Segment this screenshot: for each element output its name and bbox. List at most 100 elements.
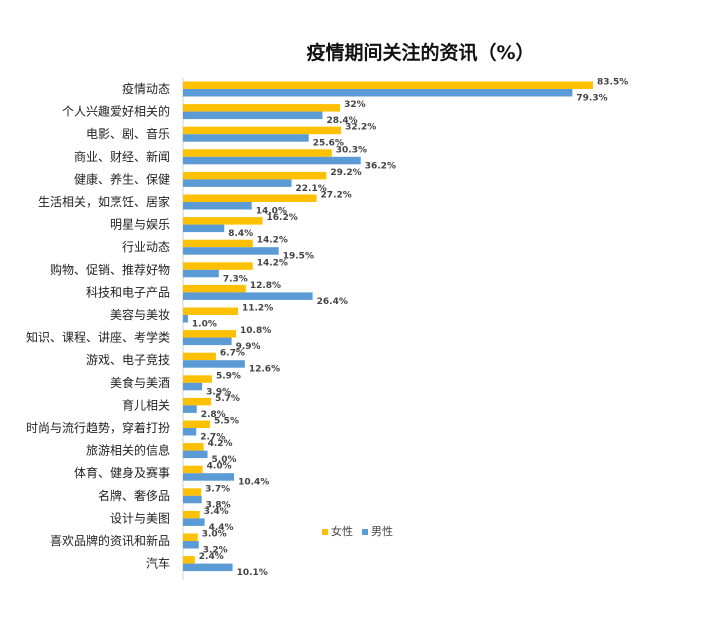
data-label-male: 36.2% <box>365 161 396 171</box>
legend-swatch-male <box>362 529 368 535</box>
bar-female <box>183 375 212 383</box>
data-label-male: 25.6% <box>313 139 344 149</box>
data-label-male: 26.4% <box>317 297 348 307</box>
bar-female <box>183 239 253 248</box>
category-label: 个人兴趣爱好相关的 <box>62 104 170 119</box>
data-label-female: 5.7% <box>215 394 240 404</box>
data-label-female: 32% <box>344 100 366 110</box>
data-label-male: 14.0% <box>256 207 287 217</box>
data-label-male: 1.0% <box>192 320 217 330</box>
data-label-female: 10.8% <box>240 326 271 336</box>
data-label-female: 6.7% <box>220 349 245 359</box>
bar-female <box>183 330 237 338</box>
bar-male <box>183 428 197 436</box>
category-label: 科技和电子产品 <box>86 285 170 299</box>
category-label: 疫情动态 <box>122 81 170 96</box>
category-label: 健康、养生、保健 <box>74 171 170 186</box>
bar-female <box>183 443 204 451</box>
bar-male <box>183 495 202 504</box>
bar-male <box>183 518 205 526</box>
bar-female <box>183 397 211 406</box>
bar-male <box>183 111 323 120</box>
bar-male <box>183 337 232 346</box>
chart-title: 疫情期间关注的资讯（%） <box>306 42 535 64</box>
bar-female <box>183 284 246 293</box>
category-label: 行业动态 <box>122 240 170 254</box>
bar-male <box>183 89 573 97</box>
bar-female <box>183 510 200 519</box>
bar-male <box>183 405 197 413</box>
data-label-female: 11.2% <box>242 304 273 314</box>
data-label-male: 19.5% <box>283 252 314 262</box>
category-label: 旅游相关的信息 <box>86 443 170 458</box>
bar-female <box>183 556 195 564</box>
category-label: 设计与美图 <box>110 511 170 525</box>
data-label-male: 3.8% <box>206 500 231 510</box>
bar-female <box>183 533 198 541</box>
category-label: 购物、促销、推荐好物 <box>50 262 170 277</box>
bar-male <box>183 134 309 142</box>
data-label-male: 9.9% <box>236 342 261 352</box>
data-label-female: 14.2% <box>257 258 288 268</box>
data-label-male: 28.4% <box>326 116 357 126</box>
data-label-male: 12.6% <box>249 365 280 375</box>
data-label-female: 32.2% <box>345 123 376 133</box>
bar-male <box>183 382 203 391</box>
bar-female <box>183 149 332 157</box>
data-label-male: 4.4% <box>209 523 234 533</box>
bar-male <box>183 224 225 233</box>
data-label-male: 3.9% <box>206 387 231 397</box>
bar-female <box>183 81 593 89</box>
legend-label-female: 女性 <box>331 524 353 538</box>
data-label-female: 5.9% <box>216 371 241 381</box>
bar-female <box>183 194 317 202</box>
bar-male <box>183 541 199 549</box>
category-label: 商业、财经、新闻 <box>74 149 170 164</box>
bar-female <box>183 307 238 315</box>
data-label-male: 5.0% <box>212 455 237 465</box>
data-label-female: 4.2% <box>208 439 233 449</box>
data-label-female: 3.7% <box>205 484 230 494</box>
bar-male <box>183 473 235 481</box>
category-label: 美食与美酒 <box>110 375 170 390</box>
category-label: 育儿相关 <box>122 397 170 412</box>
bar-male <box>183 292 313 300</box>
category-label: 名牌、奢侈品 <box>98 488 170 503</box>
category-label: 喜欢品牌的资讯和新品 <box>50 533 170 548</box>
category-label: 美容与美妆 <box>110 307 170 322</box>
data-label-male: 10.1% <box>237 568 268 578</box>
bar-female <box>183 171 327 180</box>
bar-male <box>183 247 279 255</box>
category-label: 体育、健身及赛事 <box>74 465 170 480</box>
category-label: 游戏、电子竞技 <box>86 353 170 367</box>
bar-female <box>183 488 202 496</box>
bar-male <box>183 179 292 187</box>
bar-male <box>183 269 219 278</box>
data-label-male: 22.1% <box>296 184 327 194</box>
category-label: 知识、课程、讲座、考学类 <box>26 330 170 345</box>
data-label-male: 3.2% <box>203 546 228 556</box>
legend-swatch-female <box>322 529 328 535</box>
legend-label-male: 男性 <box>371 524 393 538</box>
bar-male <box>183 315 188 323</box>
category-label: 电影、剧、音乐 <box>86 126 170 141</box>
bar-female <box>183 126 342 135</box>
bar-female <box>183 420 211 428</box>
bar-male <box>183 156 361 165</box>
data-label-female: 27.2% <box>321 191 352 201</box>
data-label-male: 2.8% <box>201 410 226 420</box>
data-label-male: 8.4% <box>228 229 253 239</box>
data-label-female: 3.0% <box>202 530 227 540</box>
bar-male <box>183 563 233 572</box>
bar-female <box>183 217 263 225</box>
data-label-female: 3.4% <box>204 507 229 517</box>
data-label-male: 7.3% <box>223 274 248 284</box>
bar-male <box>183 450 208 459</box>
data-label-female: 83.5% <box>597 78 628 88</box>
data-label-female: 12.8% <box>250 281 281 291</box>
data-label-male: 79.3% <box>576 94 607 104</box>
data-label-male: 10.4% <box>238 478 269 488</box>
category-label: 生活相关，如烹饪、居家 <box>38 194 170 209</box>
